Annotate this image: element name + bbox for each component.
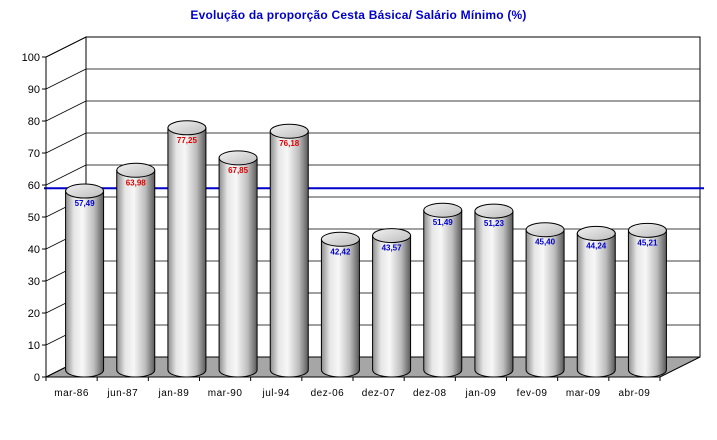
axes-group: 0 10 20 30 40 50 60 70 80 90 100 mar-86 jun-87 jan-89… (22, 52, 661, 399)
data-label: 67,85 (228, 166, 249, 175)
gridline-side (45, 132, 87, 154)
bar (474, 203, 514, 378)
bar (372, 228, 412, 378)
bar-top (576, 225, 616, 241)
bar (576, 225, 616, 378)
data-label: 57,49 (75, 199, 96, 208)
y-tick-label: 100 (22, 52, 40, 64)
data-label: 44,24 (586, 241, 607, 250)
bar-body (372, 235, 412, 378)
y-tick-label: 10 (28, 340, 40, 352)
x-tick-label: jul-94 (262, 388, 290, 399)
gridline-side (45, 164, 87, 186)
bar-body (116, 169, 156, 378)
data-label: 45,21 (637, 238, 658, 247)
data-label: 63,98 (126, 178, 147, 187)
y-tick-label: 60 (28, 180, 40, 192)
bar-top (627, 222, 667, 238)
gridline-side (45, 36, 87, 58)
bar-top (372, 228, 412, 244)
y-tick-label: 90 (28, 84, 40, 96)
x-tick-label: fev-09 (517, 388, 548, 399)
bar-body (167, 127, 207, 378)
bar (167, 120, 207, 378)
bar-top (65, 183, 105, 199)
bar-top (218, 150, 258, 166)
x-tick-label: jan-89 (158, 388, 190, 399)
bar (269, 123, 309, 378)
bar-body (525, 229, 565, 378)
bar (423, 202, 463, 378)
y-tick-label: 20 (28, 308, 40, 320)
y-tick-label: 50 (28, 212, 40, 224)
bar-top (269, 123, 309, 139)
bar-body (423, 209, 463, 378)
x-tick-label: mar-90 (208, 388, 243, 399)
y-tick-label: 40 (28, 244, 40, 256)
bar (627, 222, 667, 378)
bar-body (627, 229, 667, 378)
bar-body (576, 232, 616, 378)
bar (525, 222, 565, 378)
bar (218, 150, 258, 378)
data-label: 43,57 (382, 244, 403, 253)
x-tick-label: jan-09 (465, 388, 497, 399)
bar-top (116, 162, 156, 178)
x-tick-label: dez-07 (362, 388, 396, 399)
bar-body (218, 157, 258, 378)
data-label: 76,18 (279, 139, 300, 148)
y-tick-label: 80 (28, 116, 40, 128)
bar-top (167, 120, 207, 136)
bar (65, 183, 105, 378)
x-tick-label: abr-09 (618, 388, 650, 399)
bars-group (65, 120, 667, 378)
bar-top (320, 231, 360, 247)
y-tick-label: 70 (28, 148, 40, 160)
x-tick-label: jun-87 (106, 388, 138, 399)
data-label: 51,49 (433, 218, 454, 227)
bar-body (269, 130, 309, 378)
bar-top (423, 202, 463, 218)
y-tick-label: 0 (34, 372, 40, 384)
gridline-side (45, 100, 87, 122)
x-tick-label: dez-06 (311, 388, 345, 399)
x-tick-label: mar-09 (566, 388, 601, 399)
bar (320, 231, 360, 378)
data-label: 42,42 (330, 247, 351, 256)
bar-body (320, 238, 360, 378)
bar-body (474, 210, 514, 378)
chart-title: Evolução da proporção Cesta Básica/ Salá… (190, 8, 527, 22)
data-labels-group: 57,49 63,98 77,25 67,85 76,18 42,42 43,57 51,49… (75, 136, 658, 256)
bar-body (65, 190, 105, 378)
x-tick-label: dez-08 (413, 388, 447, 399)
gridline-side (45, 68, 87, 90)
x-tick-label: mar-86 (54, 388, 89, 399)
data-label: 51,23 (484, 219, 505, 228)
bar (116, 162, 156, 378)
data-label: 45,40 (535, 238, 556, 247)
bar-top (474, 203, 514, 219)
data-label: 77,25 (177, 136, 198, 145)
bar-top (525, 222, 565, 238)
y-tick-label: 30 (28, 276, 40, 288)
